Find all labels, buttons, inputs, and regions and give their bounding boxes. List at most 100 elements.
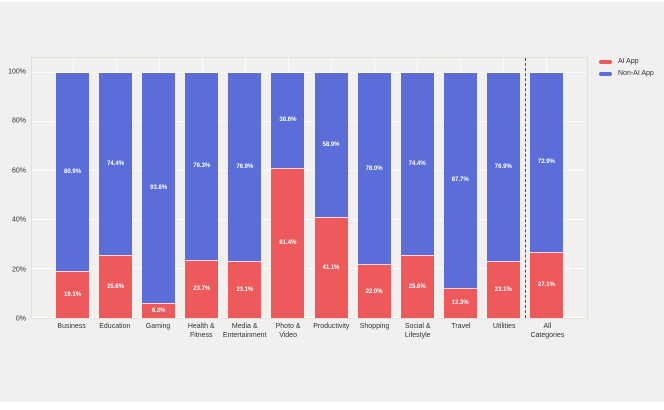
- bar-segment-ai-app[interactable]: 25.6%: [99, 255, 133, 318]
- bar-value-label-ai: 19.1%: [64, 292, 82, 299]
- bar-gaming: 93.8% 6.2%: [142, 73, 176, 318]
- bar-value-label-non-ai: 74.4%: [107, 161, 125, 168]
- bar-segment-non-ai-app[interactable]: 58.9%: [314, 73, 348, 218]
- bar-slot: 80.9% 19.1%: [51, 73, 94, 318]
- all-categories-separator-line: [524, 58, 526, 318]
- legend-swatch-icon: [599, 59, 612, 64]
- bar-segment-ai-app[interactable]: 23.1%: [228, 261, 262, 318]
- y-axis-tick-label: 20%: [11, 266, 26, 274]
- bar-value-label-non-ai: 76.3%: [193, 163, 211, 170]
- bar-value-label-non-ai: 76.9%: [494, 164, 512, 171]
- bar-value-label-ai: 12.3%: [451, 300, 469, 307]
- legend-item-label: AI App: [618, 58, 639, 65]
- bar-segment-non-ai-app[interactable]: 78.0%: [357, 73, 391, 265]
- x-axis-category-label: Utilities: [492, 323, 516, 330]
- bar-slot: 76.9% 23.1%: [223, 73, 266, 318]
- x-axis-category-label: Health & Fitness: [187, 323, 215, 339]
- bar-segment-ai-app[interactable]: 23.7%: [185, 259, 219, 318]
- bar-segment-non-ai-app[interactable]: 74.4%: [400, 73, 434, 256]
- legend-item-label: Non-AI App: [618, 70, 654, 77]
- bar-value-label-non-ai: 72.9%: [537, 159, 555, 166]
- x-axis: Business Education Gaming Health & Fitness M…: [31, 323, 588, 341]
- x-axis-category-label: Media & Entertainment: [222, 323, 267, 339]
- bar-value-label-non-ai: 38.6%: [279, 117, 297, 124]
- bar-value-label-non-ai: 74.4%: [408, 161, 426, 168]
- y-axis-tick-label: 80%: [11, 117, 26, 125]
- bar-education: 74.4% 25.6%: [99, 73, 133, 318]
- bar-slot: 93.8% 6.2%: [137, 73, 180, 318]
- bar-travel: 87.7% 12.3%: [443, 73, 477, 318]
- bar-health-fitness: 76.3% 23.7%: [185, 73, 219, 318]
- x-axis-category-label: All Categories: [530, 323, 565, 339]
- bar-segment-non-ai-app[interactable]: 93.8%: [142, 73, 176, 303]
- bar-segment-non-ai-app[interactable]: 72.9%: [529, 73, 563, 252]
- x-axis-category-label: Shopping: [359, 323, 390, 330]
- bar-media-entertainment: 76.9% 23.1%: [228, 73, 262, 318]
- bar-slot: 76.9% 23.1%: [482, 73, 525, 318]
- bar-segment-non-ai-app[interactable]: 76.9%: [486, 73, 520, 262]
- bar-slot: 78.0% 22.0%: [353, 73, 396, 318]
- bar-segment-non-ai-app[interactable]: 74.4%: [99, 73, 133, 256]
- bar-value-label-ai: 27.1%: [537, 282, 555, 289]
- bar-value-label-ai: 41.1%: [322, 265, 340, 272]
- bar-segment-ai-app[interactable]: 22.0%: [357, 264, 391, 318]
- bar-segment-ai-app[interactable]: 6.2%: [142, 302, 176, 318]
- bar-shopping: 78.0% 22.0%: [357, 73, 391, 318]
- bar-value-label-ai: 23.1%: [494, 287, 512, 294]
- bar-segment-ai-app[interactable]: 23.1%: [486, 261, 520, 318]
- x-axis-category-label: Gaming: [145, 323, 171, 330]
- plot-area: 80.9% 19.1% 74.4% 25.6% 93.8% 6.2% 76.3% 23.7% 7…: [31, 57, 588, 319]
- legend-item-ai-app[interactable]: AI App: [599, 58, 654, 65]
- bar-segment-non-ai-app[interactable]: 87.7%: [443, 73, 477, 288]
- legend-swatch-icon: [599, 71, 612, 76]
- bar-segment-ai-app[interactable]: 25.6%: [400, 255, 434, 318]
- bar-segment-ai-app[interactable]: 41.1%: [314, 217, 348, 318]
- bar-slot: 74.4% 25.6%: [94, 73, 137, 318]
- y-axis-tick-label: 100%: [8, 68, 26, 76]
- bar-value-label-ai: 22.0%: [365, 288, 383, 295]
- gridline-h: [32, 121, 587, 122]
- gridline-h: [32, 219, 587, 220]
- bar-value-label-non-ai: 78.0%: [365, 165, 383, 172]
- bar-value-label-non-ai: 58.9%: [322, 142, 340, 149]
- bar-segment-ai-app[interactable]: 61.4%: [271, 167, 305, 318]
- bar-segment-ai-app[interactable]: 19.1%: [56, 271, 90, 318]
- chart-panel: 80.9% 19.1% 74.4% 25.6% 93.8% 6.2% 76.3% 23.7% 7…: [0, 2, 664, 402]
- legend: AI App Non-AI App: [599, 58, 654, 77]
- gridline-h: [32, 170, 587, 171]
- bar-slot: 38.6% 61.4%: [266, 73, 309, 318]
- bar-value-label-ai: 6.2%: [151, 307, 166, 314]
- legend-item-non-ai-app[interactable]: Non-AI App: [599, 70, 654, 77]
- bar-slot: 74.4% 25.6%: [396, 73, 439, 318]
- gridline-h: [32, 268, 587, 269]
- bar-segment-non-ai-app[interactable]: 80.9%: [56, 73, 90, 272]
- bar-value-label-non-ai: 93.8%: [150, 184, 168, 191]
- y-axis-tick-label: 60%: [11, 167, 26, 175]
- y-axis-tick-label: 40%: [11, 216, 26, 224]
- bar-slot: 76.3% 23.7%: [180, 73, 223, 318]
- x-axis-category-label: Business: [57, 323, 86, 330]
- x-axis-category-label: Photo & Video: [275, 323, 301, 339]
- bar-segment-non-ai-app[interactable]: 38.6%: [271, 73, 305, 168]
- bar-segment-ai-app[interactable]: 12.3%: [443, 287, 477, 318]
- y-axis-tick-label: 0%: [15, 315, 26, 323]
- bar-value-label-non-ai: 80.9%: [64, 169, 82, 176]
- bar-productivity: 58.9% 41.1%: [314, 73, 348, 318]
- bar-business: 80.9% 19.1%: [56, 73, 90, 318]
- bar-segment-ai-app[interactable]: 27.1%: [529, 251, 563, 318]
- bar-value-label-ai: 61.4%: [279, 240, 297, 247]
- bar-slot: 87.7% 12.3%: [439, 73, 482, 318]
- bar-value-label-non-ai: 87.7%: [451, 177, 469, 184]
- value-area: 80.9% 19.1% 74.4% 25.6% 93.8% 6.2% 76.3% 23.7% 7…: [32, 72, 587, 318]
- bars-row: 80.9% 19.1% 74.4% 25.6% 93.8% 6.2% 76.3% 23.7% 7…: [32, 73, 587, 318]
- x-axis-category-label: Productivity: [313, 323, 350, 330]
- bar-value-label-ai: 23.7%: [193, 286, 211, 293]
- bar-photo-video: 38.6% 61.4%: [271, 73, 305, 318]
- bar-segment-non-ai-app[interactable]: 76.9%: [228, 73, 262, 262]
- bar-segment-non-ai-app[interactable]: 76.3%: [185, 73, 219, 260]
- bar-value-label-ai: 25.6%: [408, 284, 426, 291]
- gridline-h: [32, 317, 587, 318]
- bar-slot: 72.9% 27.1%: [525, 73, 568, 318]
- bar-slot: 58.9% 41.1%: [309, 73, 352, 318]
- y-axis: 0% 20% 40% 60% 80% 100%: [0, 68, 26, 323]
